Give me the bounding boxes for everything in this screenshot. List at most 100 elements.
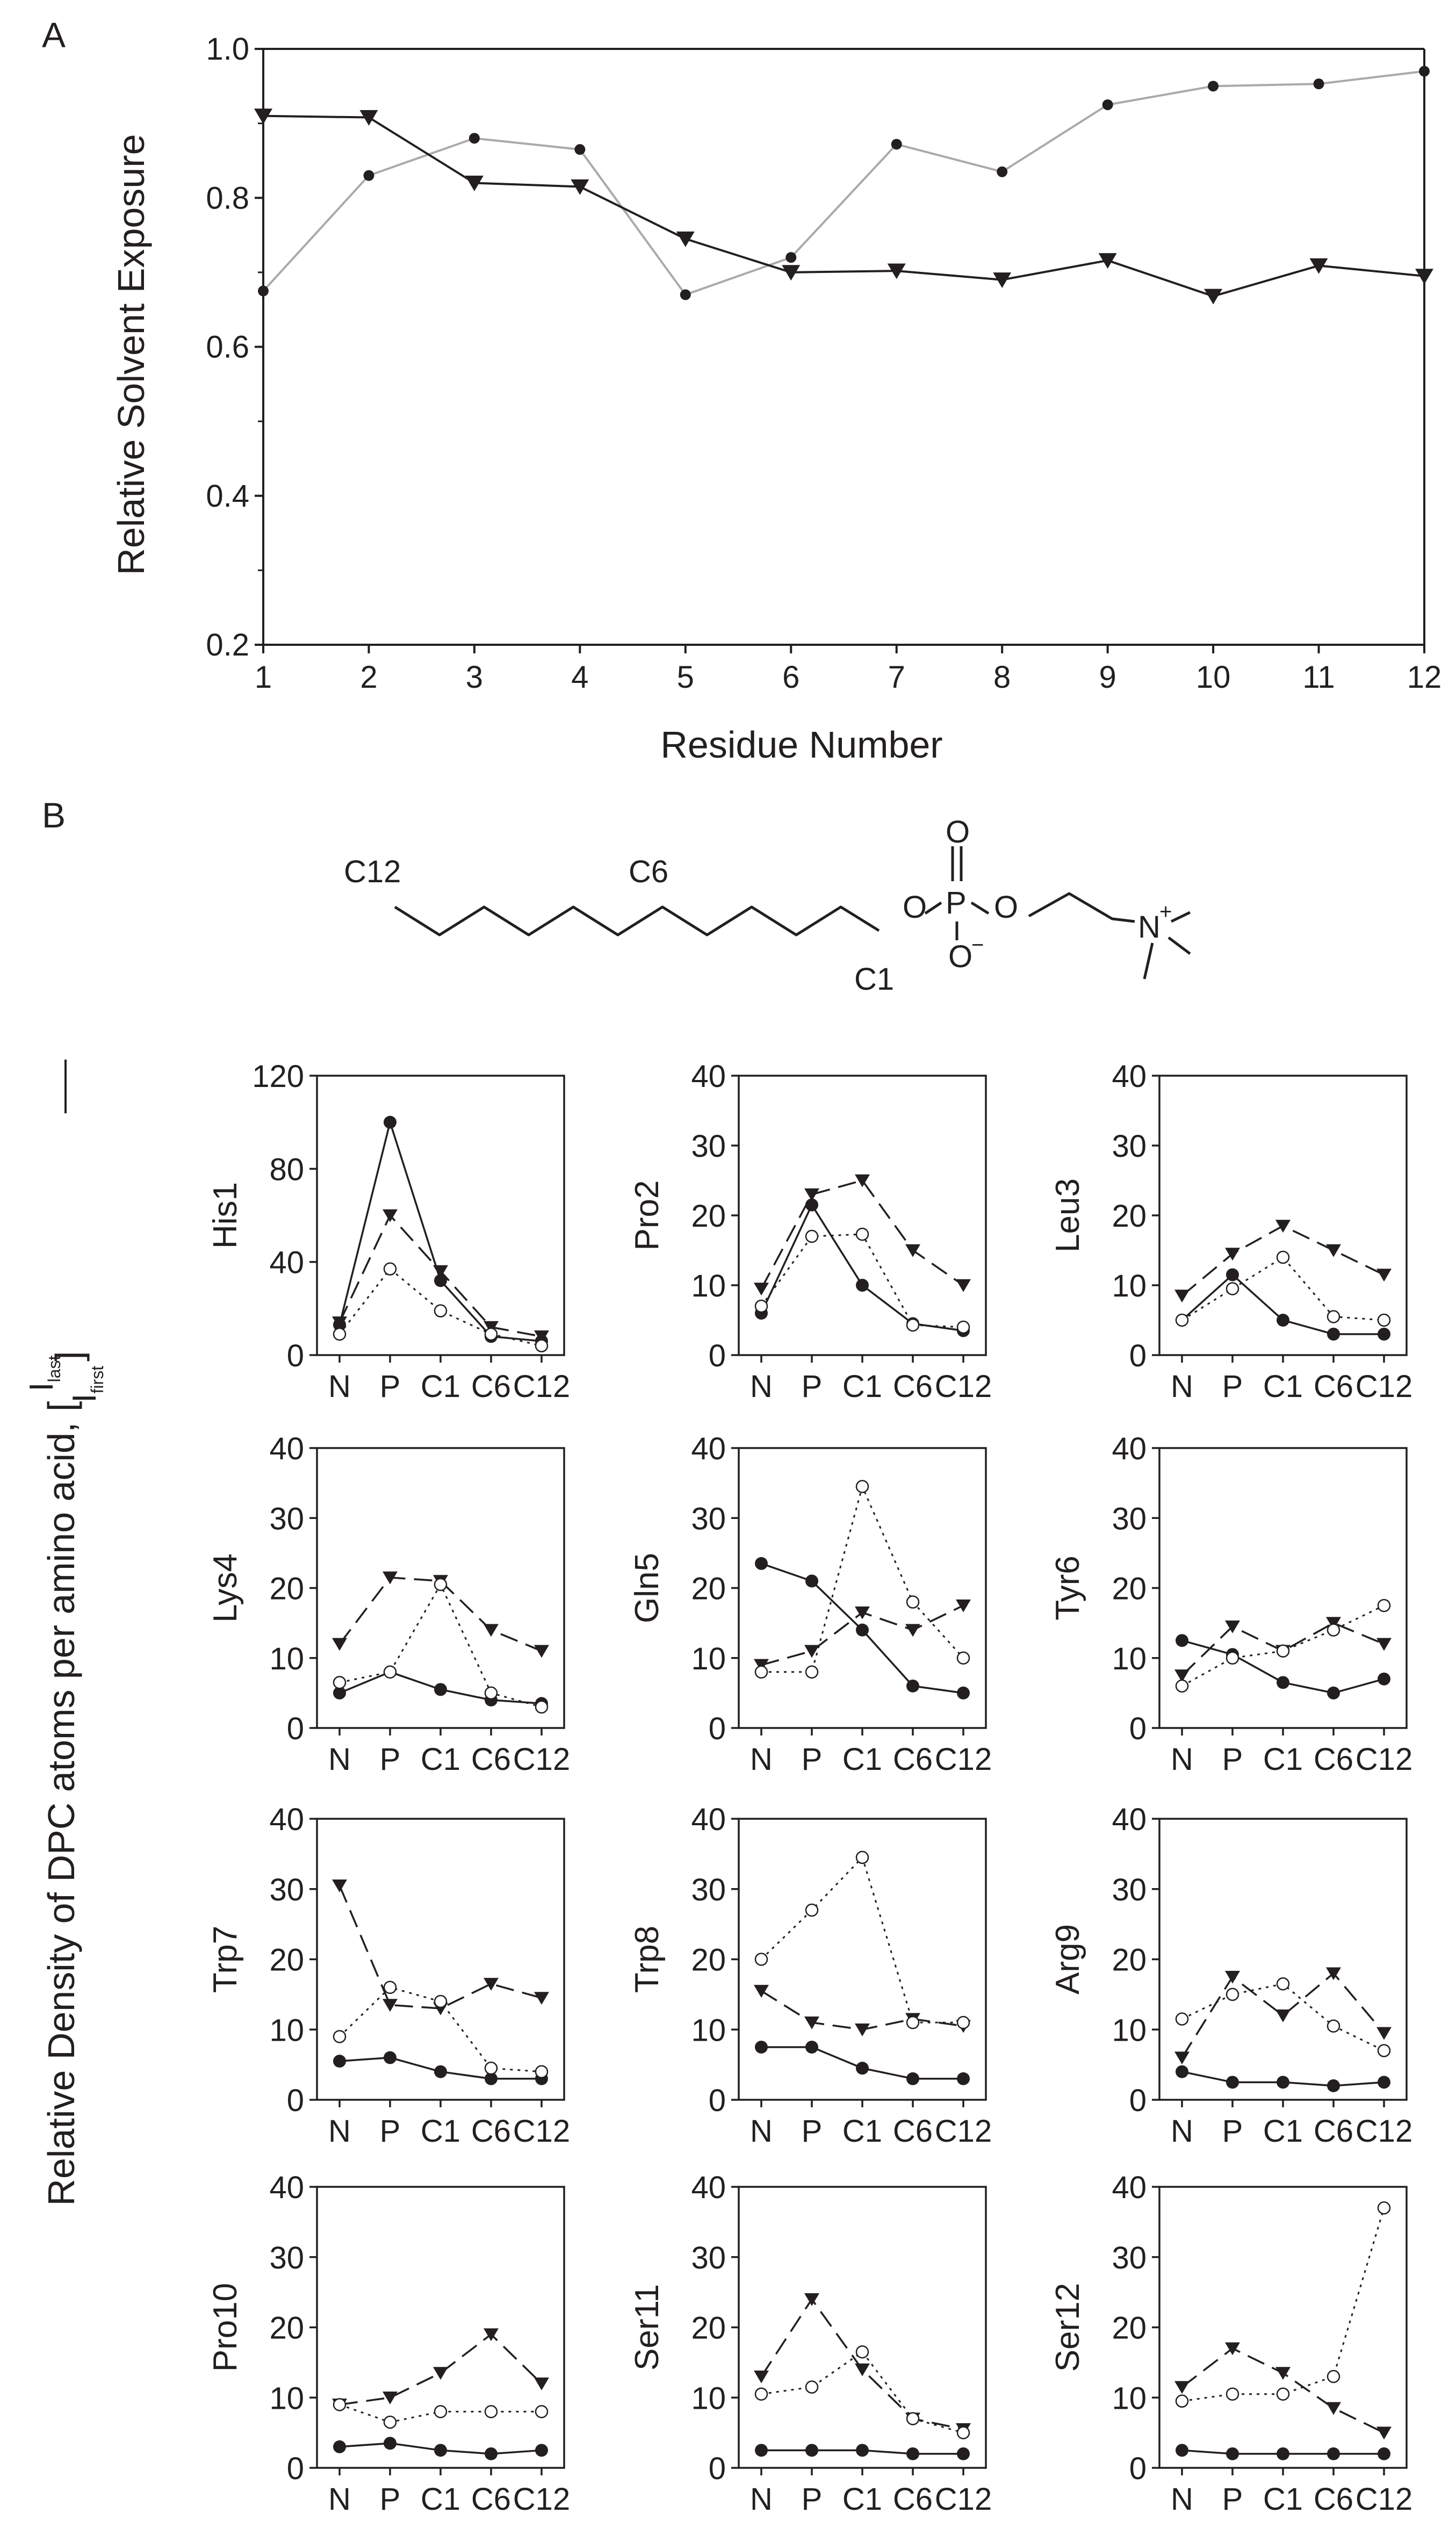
open-circle-point: [855, 1480, 869, 1493]
small-multiple-x-tick-label: P: [1222, 2114, 1243, 2149]
small-multiple-x-tick-label: C12: [1356, 2114, 1412, 2149]
small-multiple-y-tick-label: 20: [1112, 1572, 1147, 1607]
small-multiple-x-tick-label: C6: [471, 2482, 511, 2517]
small-multiple-y-tick-label: 10: [269, 1641, 304, 1676]
small-multiple-frame: [316, 2186, 565, 2469]
small-multiple-pro10: 0 10 20 30 40 N P C1 C6 C12 Pro10: [207, 2170, 570, 2517]
small-multiple-y-tick-label: 30: [691, 1873, 726, 1907]
open-circle-point: [484, 1327, 498, 1341]
filled-circle-point: [856, 2444, 869, 2457]
small-multiple-y-tick-label: 30: [1112, 1129, 1147, 1164]
series-line-triangle: [338, 1576, 542, 1652]
bond-o-p-left: [924, 901, 942, 915]
panel-a-label: A: [42, 15, 66, 55]
panel-a-triangle-point: [1204, 289, 1223, 305]
series-line-open-circle: [338, 1268, 542, 1347]
open-circle-point: [1175, 2012, 1189, 2026]
small-multiple-x-tick-label: C1: [842, 1742, 882, 1777]
small-multiple-y-tick-label: 30: [691, 2241, 726, 2275]
panel-a-triangle-point: [1098, 253, 1117, 269]
open-circle-point: [855, 2345, 869, 2359]
small-multiple-x-tick-label: C12: [935, 1742, 992, 1777]
filled-circle-point: [856, 2062, 869, 2075]
open-circle-point: [1226, 1651, 1239, 1665]
panel-a-circle-point: [363, 170, 374, 181]
small-multiple-x-tick-label: C6: [893, 2482, 933, 2517]
small-multiple-x-tick-label: C12: [935, 2482, 992, 2517]
open-circle-point: [1276, 1977, 1290, 1991]
label-c12: C12: [344, 854, 401, 889]
small-multiple-x-tick-label: N: [750, 2482, 773, 2517]
small-multiple-title: Trp8: [629, 1926, 666, 1993]
panel-a-triangle-point: [993, 272, 1012, 289]
small-multiple-x-tick-label: C12: [1356, 1369, 1412, 1404]
small-multiple-title: Pro2: [629, 1180, 666, 1251]
open-circle-point: [1175, 1313, 1189, 1327]
triangle-point: [1376, 1269, 1392, 1282]
open-circle-point: [1377, 1598, 1391, 1612]
panel-a-x-tick-label: 5: [677, 660, 694, 695]
filled-circle-point: [1176, 1634, 1188, 1647]
triangle-point: [534, 2377, 549, 2390]
panel-a-x-tick-label: 9: [1099, 660, 1116, 695]
small-multiple-x-tick-label: P: [802, 2482, 823, 2517]
triangle-point: [383, 1571, 398, 1585]
small-multiple-y-tick-label: 40: [691, 2170, 726, 2205]
filled-circle-point: [957, 2072, 970, 2085]
triangle-point: [905, 1244, 920, 1257]
small-multiple-y-tick-label: 10: [1112, 1269, 1147, 1304]
triangle-point: [754, 1659, 769, 1672]
open-circle-point: [535, 2065, 549, 2078]
panel-a-circle-point: [997, 166, 1008, 177]
filled-circle-point: [755, 2040, 768, 2054]
small-multiple-trp8: 0 10 20 30 40 N P C1 C6 C12 Trp8: [629, 1802, 992, 2149]
small-multiple-x-tick-label: P: [802, 1369, 823, 1404]
small-multiple-x-tick-label: C12: [935, 1369, 992, 1404]
triangle-point: [804, 1645, 819, 1658]
panel-a-x-tick-label: 12: [1407, 660, 1442, 695]
triangle-point: [855, 2363, 870, 2377]
small-multiple-y-tick-label: 30: [691, 1501, 726, 1536]
small-multiple-y-tick-label: 10: [691, 1641, 726, 1676]
small-multiple-y-tick-label: 0: [287, 2083, 304, 2118]
series-line-triangle: [338, 1885, 542, 2010]
open-circle-point: [805, 1665, 819, 1679]
filled-circle-point: [1327, 1686, 1340, 1700]
filled-circle-point: [805, 1198, 818, 1212]
panel-a-triangle-point: [571, 179, 589, 195]
open-circle-point: [1377, 2201, 1391, 2215]
filled-circle-point: [1226, 2447, 1239, 2460]
fraction-numerator-base: I: [23, 1382, 60, 1391]
open-circle-point: [1226, 2387, 1239, 2401]
small-multiple-y-tick-label: 20: [691, 2311, 726, 2346]
filled-circle-point: [1277, 1676, 1289, 1689]
open-circle-point: [1377, 2044, 1391, 2057]
triangle-point: [855, 2023, 870, 2036]
small-multiple-x-tick-label: C6: [1314, 2482, 1353, 2517]
triangle-point: [1225, 1620, 1240, 1633]
open-circle-point: [434, 1994, 448, 2008]
bond-p-o-right: [970, 901, 990, 915]
filled-circle-point: [755, 1557, 768, 1570]
small-multiple-x-tick-label: C6: [893, 1369, 933, 1404]
small-multiple-y-tick-label: 20: [1112, 1199, 1147, 1234]
small-multiple-x-tick-label: P: [380, 1742, 401, 1777]
small-multiple-x-tick-label: C6: [471, 1742, 511, 1777]
fraction-close-bracket: ]: [48, 1351, 90, 1361]
small-multiple-y-tick-label: 40: [269, 1245, 304, 1280]
panel-a-x-tick-label: 7: [888, 660, 905, 695]
filled-circle-point: [856, 1623, 869, 1637]
open-circle-point: [484, 1686, 498, 1700]
small-multiple-x-tick-label: C6: [471, 1369, 511, 1404]
filled-circle-point: [906, 1679, 919, 1693]
panel-a-circle-point: [1102, 99, 1113, 110]
filled-circle-point: [434, 2444, 447, 2457]
panel-a-triangle-point: [359, 110, 378, 126]
triangle-point: [905, 1624, 920, 1637]
open-circle-point: [1327, 1623, 1340, 1637]
small-multiple-y-tick-label: 0: [709, 2083, 726, 2118]
label-plus: +: [1159, 900, 1172, 924]
filled-circle-point: [1277, 2447, 1289, 2460]
triangle-point: [804, 2016, 819, 2029]
